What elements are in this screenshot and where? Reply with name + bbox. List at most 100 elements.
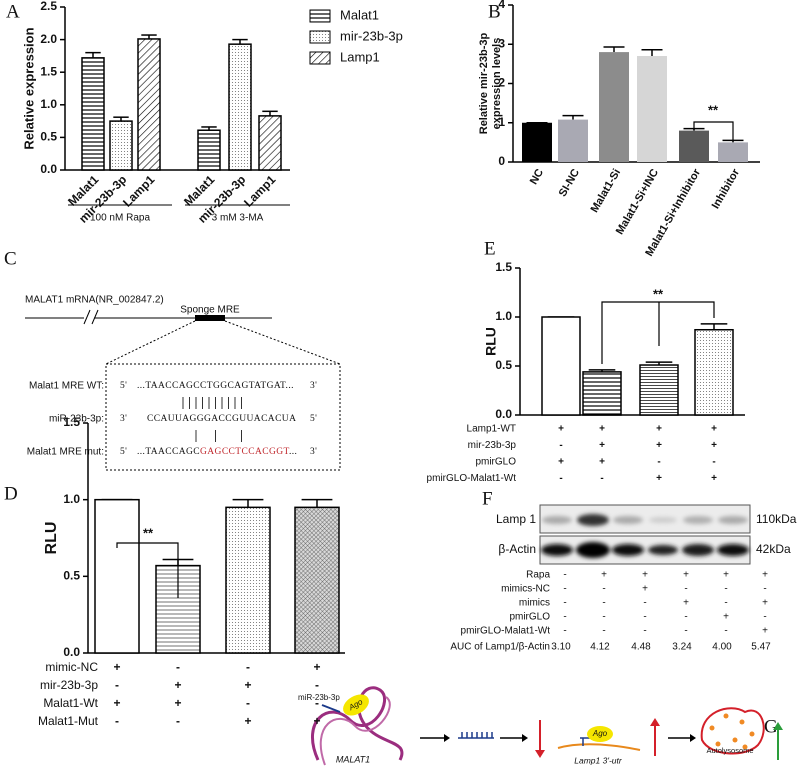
pairing: [182, 397, 242, 409]
condition-sign: +: [711, 440, 717, 451]
condition-sign: -: [246, 696, 250, 710]
row-label: pmirGLO-Malat1-Wt: [461, 626, 551, 637]
condition-sign: +: [599, 424, 605, 435]
panel-g: miR-23b-3p Ago MALAT1 Ago Lamp1 3'-utr A…: [298, 686, 783, 766]
y-tick-label: 0.0: [40, 162, 57, 176]
row-cell: +: [683, 598, 689, 609]
end-label: 5': [120, 381, 127, 391]
condition-sign: +: [174, 696, 181, 710]
ago-protein: [587, 726, 613, 742]
condition-sign: +: [174, 678, 181, 692]
row-cell: +: [642, 570, 648, 581]
condition-table: Rapa - + + + + + mimics-NC - - + - - - mimics - - - + - + pmi…: [450, 570, 771, 653]
row-cell: -: [684, 584, 687, 595]
lncrna-label: MALAT1: [336, 754, 370, 764]
row-cell: -: [602, 612, 605, 623]
panel-letter: C: [4, 248, 17, 269]
row-cell: -: [563, 570, 566, 581]
row-cell: 4.12: [590, 642, 610, 653]
row-cell: -: [602, 598, 605, 609]
significance-label: **: [143, 525, 154, 540]
end-label: 5': [310, 414, 317, 424]
end-label: 3': [310, 447, 317, 457]
y-tick-label: 1.0: [40, 97, 57, 111]
x-tick-label: Malat1-Si: [589, 167, 624, 215]
row-cell: -: [643, 598, 646, 609]
legend-swatch: [309, 51, 331, 65]
malat1-shape: [311, 686, 404, 761]
bar: [582, 371, 622, 416]
x-tick-label: Lamp1: [120, 172, 157, 209]
malat1-shape: [319, 696, 391, 766]
bar: [541, 316, 581, 416]
condition-sign: -: [176, 714, 180, 728]
mirna-label: miR-23b-3p: [298, 693, 340, 702]
arrowhead: [535, 750, 545, 758]
row-cell: +: [723, 570, 729, 581]
row-label: pmirGLO: [509, 612, 550, 623]
row-label: mimics: [519, 598, 550, 609]
arrowhead: [444, 734, 450, 742]
y-tick-label: 4: [498, 0, 505, 11]
y-tick-label: 1.5: [40, 64, 57, 78]
y-axis-label: Relative mir-23b-3p: [478, 32, 490, 134]
y-tick-label: 1.5: [495, 260, 512, 274]
y-tick-label: 1.5: [63, 415, 80, 429]
condition-sign: +: [711, 473, 717, 484]
blot: [539, 535, 751, 565]
y-tick-label: 1: [498, 115, 505, 129]
y-tick-label: 0.0: [63, 645, 80, 659]
significance-bracket: [116, 542, 179, 598]
bar: [294, 506, 340, 654]
zoom-box: [105, 363, 341, 471]
bar: [109, 120, 133, 171]
pair-bars: [195, 430, 242, 442]
condition-sign: +: [558, 457, 564, 468]
end-label: 3': [120, 414, 127, 424]
condition-sign: +: [656, 440, 662, 451]
dot: [709, 725, 715, 731]
row-cell: -: [763, 584, 766, 595]
bar: [225, 506, 271, 654]
condition-sign: +: [313, 660, 320, 674]
condition-sign: -: [600, 473, 603, 484]
condition-sign: +: [313, 714, 320, 728]
row-cell: -: [763, 612, 766, 623]
condition-name: Malat1-Mut: [38, 714, 99, 728]
row-label: Rapa: [526, 570, 550, 581]
legend-label: Malat1: [340, 7, 379, 22]
sequence-part: ...: [289, 447, 297, 457]
condition-sign: +: [711, 424, 717, 435]
y-tick-label: 2: [498, 76, 505, 90]
mre-site: [195, 315, 225, 321]
condition-name: Lamp1-WT: [467, 424, 516, 435]
y-tick-label: 0: [498, 154, 505, 168]
mirna-strand: [321, 704, 341, 713]
y-tick-label: 1.0: [63, 492, 80, 506]
band-label: Lamp 1: [496, 512, 536, 526]
y-tick-label: 0.5: [495, 358, 512, 372]
row-cell: -: [684, 612, 687, 623]
zoom-line: [105, 320, 196, 365]
condition-sign: -: [559, 440, 562, 451]
pair-bars: [182, 397, 242, 409]
row-label: mimics-NC: [501, 584, 550, 595]
condition-sign: -: [657, 457, 660, 468]
y-axis-label: Relative expression: [21, 27, 36, 149]
band: [718, 516, 748, 524]
condition-sign: -: [315, 678, 319, 692]
x-tick-label: Inhibitor: [710, 166, 743, 211]
row-cell: -: [684, 626, 687, 637]
row-cell: -: [724, 584, 727, 595]
significance-bracket: [601, 301, 715, 364]
row-cell: 4.48: [631, 642, 651, 653]
utr-strand: [557, 743, 641, 751]
sequence-part: ...TAACCAGC: [137, 447, 200, 457]
x-tick-label: Malat1-Si+INC: [614, 167, 661, 237]
condition-sign: -: [176, 660, 180, 674]
row-cell: +: [683, 570, 689, 581]
lamp1-bands: [542, 514, 748, 526]
size-label: 110kDa: [756, 512, 797, 526]
mutated-part: GAGCCTCCACGGT: [200, 447, 289, 457]
